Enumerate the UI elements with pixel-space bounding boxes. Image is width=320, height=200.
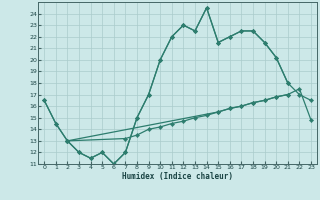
X-axis label: Humidex (Indice chaleur): Humidex (Indice chaleur) [122,172,233,181]
